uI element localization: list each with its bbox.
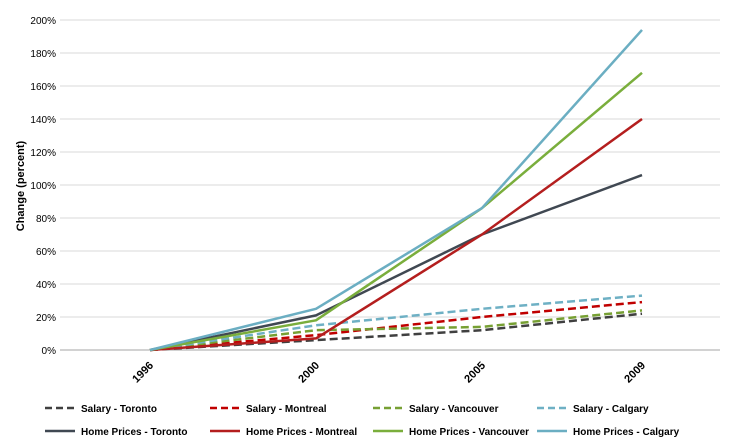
gridlines: [60, 19, 720, 318]
y-tick-label-60: 60%: [36, 247, 56, 258]
legend-label-salary-calgary: Salary - Calgary: [573, 404, 649, 415]
legend-label-salary-vancouver: Salary - Vancouver: [409, 404, 499, 415]
y-axis-ticks: 0% 20% 40% 60% 80% 100% 120% 140% 160% 180% 200%: [30, 16, 56, 357]
series-line-home-prices-vancouver: [149, 71, 643, 352]
series-line-home-prices-montreal: [149, 117, 643, 352]
series-line-home-prices-calgary: [149, 29, 643, 352]
y-axis-title: Change (percent): [15, 140, 27, 231]
legend: Salary - Toronto Salary - Montreal Salary …: [45, 404, 680, 438]
y-tick-label-100: 100%: [30, 181, 56, 192]
x-tick-label-2005: 2005: [462, 360, 488, 386]
x-tick-label-2009: 2009: [622, 360, 648, 386]
y-tick-label-0: 0%: [42, 346, 57, 357]
x-tick-label-2000: 2000: [296, 360, 322, 386]
y-tick-label-80: 80%: [36, 214, 56, 225]
series-lines: [149, 29, 643, 352]
x-axis-ticks: 1996 2000 2005 2009: [130, 360, 648, 386]
series-line-salary-vancouver: [149, 309, 643, 352]
legend-label-home-prices-toronto: Home Prices - Toronto: [81, 427, 188, 438]
y-tick-label-120: 120%: [30, 148, 56, 159]
series-line-salary-toronto: [149, 312, 643, 352]
series-line-home-prices-toronto: [149, 173, 643, 352]
legend-label-home-prices-montreal: Home Prices - Montreal: [246, 427, 357, 438]
series-line-salary-calgary: [149, 294, 643, 352]
legend-label-home-prices-calgary: Home Prices - Calgary: [573, 427, 680, 438]
series-line-salary-montreal: [149, 300, 643, 352]
y-tick-label-160: 160%: [30, 82, 56, 93]
y-tick-label-40: 40%: [36, 280, 56, 291]
y-tick-label-180: 180%: [30, 49, 56, 60]
legend-label-salary-montreal: Salary - Montreal: [246, 404, 327, 415]
legend-label-salary-toronto: Salary - Toronto: [81, 404, 157, 415]
legend-label-home-prices-vancouver: Home Prices - Vancouver: [409, 427, 529, 438]
x-tick-label-1996: 1996: [130, 360, 156, 386]
y-tick-label-200: 200%: [30, 16, 56, 27]
y-tick-label-20: 20%: [36, 313, 56, 324]
y-tick-label-140: 140%: [30, 115, 56, 126]
